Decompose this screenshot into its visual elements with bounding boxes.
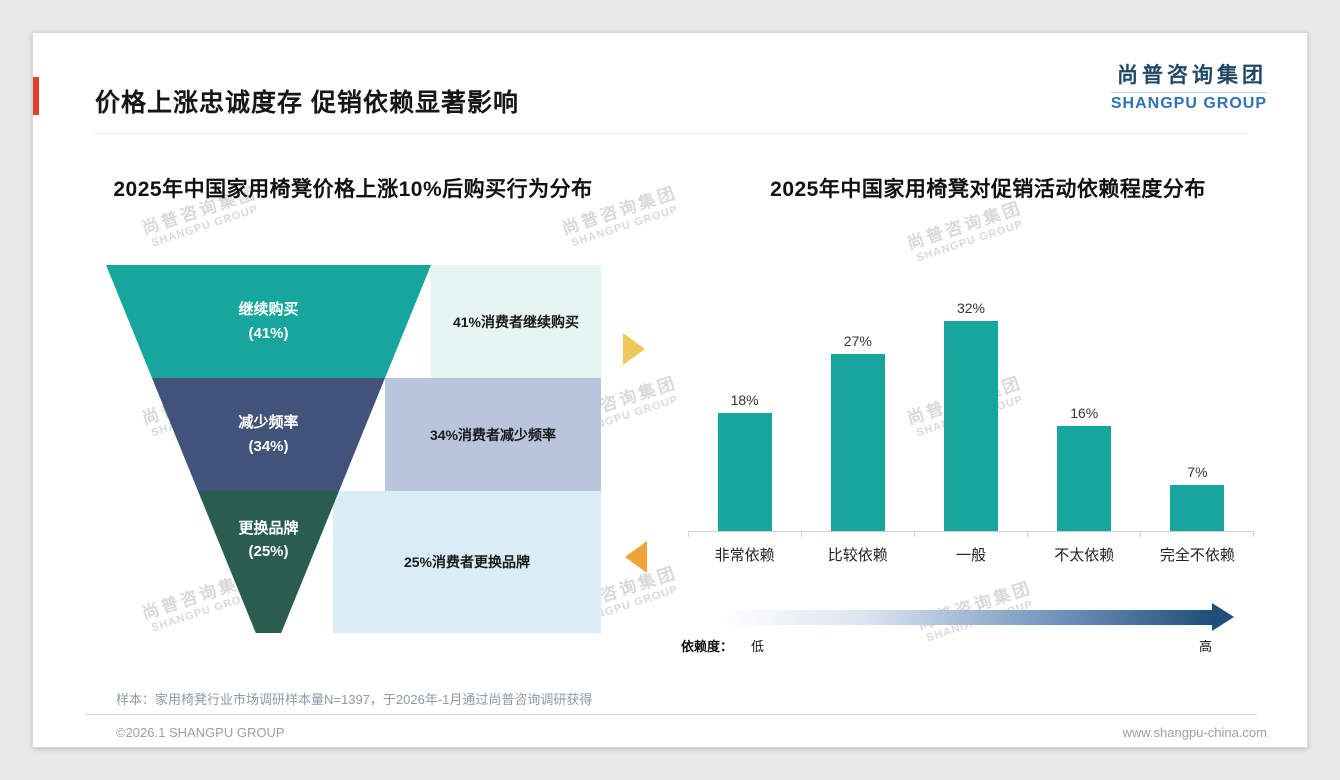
title-accent-bar <box>33 77 39 115</box>
right-arrow-icon <box>623 333 645 365</box>
bar-rect <box>830 354 885 531</box>
bar-chart-title: 2025年中国家用椅凳对促销活动依赖程度分布 <box>770 178 1206 201</box>
x-axis-line <box>688 531 1254 532</box>
bar-value: 18% <box>730 392 759 408</box>
dependency-legend-label: 依赖度： <box>681 639 734 654</box>
bar-category-row: 非常依赖 比较依赖 一般 不太依赖 完全不依赖 <box>688 544 1254 565</box>
funnel-stage-3-label: 更换品牌 <box>238 520 299 537</box>
logo-english-text: SHANGPU GROUP <box>1110 95 1267 112</box>
funnel-stage-1-pct: (41%) <box>248 324 289 342</box>
funnel-desc-box-1: 41%消费者继续购买 <box>431 265 601 378</box>
funnel-desc-3: 25%消费者更换品牌 <box>403 554 531 570</box>
bar-chart-plot: 18% 27% 32% 16% 7% <box>688 279 1254 531</box>
dependency-legend-high: 高 <box>1199 639 1213 654</box>
funnel-stage-3-pct: (25%) <box>248 543 289 561</box>
left-arrow-icon <box>625 541 647 573</box>
axis-tick <box>1027 531 1028 537</box>
axis-tick <box>1253 531 1254 537</box>
bar-value: 32% <box>956 300 986 316</box>
funnel-desc-box-3: 25%消费者更换品牌 <box>333 491 601 633</box>
funnel-stage-2-pct: (34%) <box>248 437 289 455</box>
funnel-desc-2: 34%消费者减少频率 <box>429 426 557 443</box>
dependency-legend-low: 低 <box>751 639 765 654</box>
bar-value: 16% <box>1070 405 1099 421</box>
funnel-chart: 继续购买 (41%) 减少频率 (34%) 更换品牌 (25%) <box>106 265 431 633</box>
bar-rect <box>717 413 772 531</box>
axis-tick <box>801 531 802 537</box>
funnel-stage-2: 减少频率 (34%) <box>151 378 386 491</box>
bar-category: 一般 <box>956 547 987 564</box>
bar-group: 32% <box>914 300 1027 531</box>
slide-card: 尚普咨询集团 SHANGPU GROUP 尚普咨询集团 SHANGPU GROUP 尚普… <box>32 32 1308 748</box>
axis-tick <box>914 531 915 537</box>
logo-divider <box>1110 92 1267 93</box>
bar-category: 不太依赖 <box>1054 547 1115 564</box>
bar-group: 18% <box>688 392 801 531</box>
bar-rect <box>1057 426 1112 531</box>
dependency-gradient-arrowhead-icon <box>1212 603 1234 631</box>
funnel-stage-3: 更换品牌 (25%) <box>197 491 340 633</box>
funnel-stage-1-label: 继续购买 <box>238 301 299 319</box>
bar-rect <box>944 321 998 531</box>
bar-group: 27% <box>801 333 914 531</box>
bar-rect <box>1170 485 1225 531</box>
logo-chinese-text: 尚普咨询集团 <box>1117 64 1267 87</box>
axis-tick <box>688 531 689 537</box>
bar-category: 比较依赖 <box>827 547 888 564</box>
bar-group: 16% <box>1028 405 1141 531</box>
page-title: 价格上涨忠诚度存 促销依赖显著影响 <box>95 89 519 117</box>
funnel-desc-box-2: 34%消费者减少频率 <box>385 378 601 491</box>
funnel-stage-2-label: 减少频率 <box>238 414 299 432</box>
copyright-text: ©2026.1 SHANGPU GROUP <box>116 725 285 740</box>
axis-tick <box>1140 531 1141 537</box>
bar-value: 7% <box>1187 464 1208 480</box>
funnel-stage-1: 继续购买 (41%) <box>106 265 431 378</box>
sample-note: 样本：家用椅凳行业市场调研样本量N=1397，于2026年-1月通过尚普咨询调研… <box>116 692 593 707</box>
funnel-chart-title: 2025年中国家用椅凳价格上涨10%后购买行为分布 <box>113 178 593 201</box>
bar-category: 非常依赖 <box>714 547 775 564</box>
footer-divider <box>85 714 1257 715</box>
slide-content: 价格上涨忠诚度存 促销依赖显著影响 尚普咨询集团 SHANGPU GROUP 2… <box>33 33 1307 747</box>
website-text: www.shangpu-china.com <box>1122 725 1267 740</box>
header-divider <box>93 133 1249 134</box>
funnel-desc-1: 41%消费者继续购买 <box>452 313 580 330</box>
bar-group: 7% <box>1141 464 1254 531</box>
company-logo: 尚普咨询集团 SHANGPU GROUP <box>1110 59 1267 113</box>
dependency-gradient-bar <box>716 610 1212 625</box>
bar-category: 完全不依赖 <box>1159 547 1235 564</box>
bar-value: 27% <box>843 333 872 349</box>
